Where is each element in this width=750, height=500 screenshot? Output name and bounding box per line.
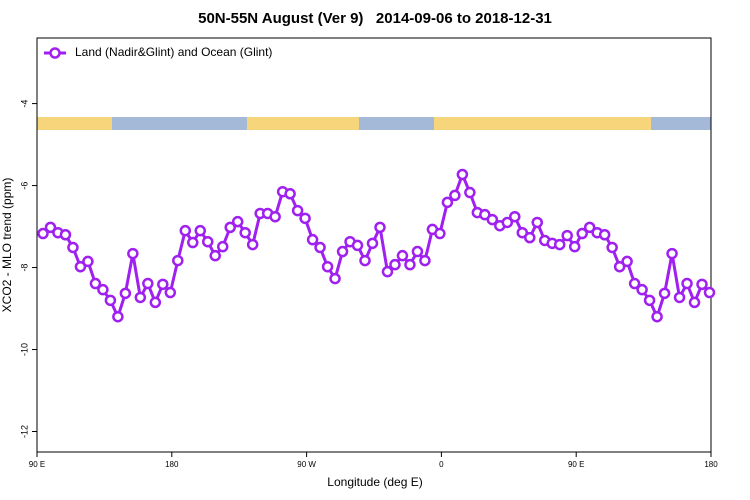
land-ocean-strip xyxy=(37,117,711,130)
chart-title: 50N-55N August (Ver 9) 2014-09-06 to 201… xyxy=(198,10,552,27)
data-point xyxy=(329,272,341,285)
data-point xyxy=(246,238,259,251)
data-point xyxy=(531,216,544,229)
data-point xyxy=(449,189,461,202)
data-point xyxy=(269,210,281,223)
data-point xyxy=(643,294,656,307)
data-point xyxy=(486,213,499,226)
data-point xyxy=(67,241,79,254)
data-point xyxy=(553,238,566,251)
data-point xyxy=(419,254,431,267)
x-tick-label: 0 xyxy=(439,460,444,469)
legend-label: Land (Nadir&Glint) and Ocean (Glint) xyxy=(75,45,272,59)
data-point xyxy=(149,296,162,309)
data-point xyxy=(524,231,536,244)
data-point xyxy=(306,233,319,246)
data-point xyxy=(119,287,132,300)
data-point xyxy=(82,255,94,268)
data-point xyxy=(127,247,139,260)
plot-frame xyxy=(36,37,712,453)
data-point xyxy=(606,241,618,254)
x-tick-label: 90 E xyxy=(29,460,45,469)
y-tick-label: -10 xyxy=(19,343,29,356)
data-point xyxy=(411,245,424,258)
data-point xyxy=(336,245,349,258)
data-point xyxy=(157,278,169,291)
data-point xyxy=(112,310,124,323)
data-point xyxy=(239,226,251,239)
data-point xyxy=(613,260,626,273)
data-point xyxy=(576,227,588,240)
data-point xyxy=(666,247,678,260)
data-point xyxy=(89,277,102,290)
data-point xyxy=(351,239,364,252)
x-tick-label: 180 xyxy=(704,460,718,469)
data-point xyxy=(636,283,648,296)
data-point xyxy=(696,278,708,291)
y-tick-label: -4 xyxy=(19,100,29,108)
data-point xyxy=(621,255,633,268)
x-tick-label: 90 E xyxy=(568,460,584,469)
data-point xyxy=(598,229,611,241)
data-point xyxy=(231,215,244,228)
data-point xyxy=(179,224,192,237)
data-point xyxy=(561,229,573,242)
y-tick-label: -8 xyxy=(19,264,29,272)
data-point xyxy=(464,186,476,199)
data-point xyxy=(456,168,469,181)
data-point xyxy=(216,240,229,253)
data-point xyxy=(501,216,514,229)
data-point xyxy=(381,265,394,278)
data-point xyxy=(509,210,521,223)
data-point xyxy=(134,291,147,304)
data-point xyxy=(142,277,154,290)
data-point xyxy=(97,283,109,296)
data-point xyxy=(201,235,214,248)
data-point xyxy=(187,236,199,249)
data-point xyxy=(628,277,641,290)
x-tick-label: 90 W xyxy=(297,460,316,469)
data-point xyxy=(688,296,701,309)
data-point xyxy=(291,204,304,217)
data-point xyxy=(359,254,371,267)
data-point xyxy=(681,277,693,290)
data-point xyxy=(374,221,386,234)
data-point xyxy=(194,224,207,237)
data-point xyxy=(104,294,117,307)
y-tick-label: -6 xyxy=(19,182,29,190)
data-point xyxy=(516,226,529,239)
y-axis-label: XCO2 - MLO trend (ppm) xyxy=(0,178,14,313)
data-point xyxy=(164,286,177,299)
data-point xyxy=(479,208,491,221)
data-point xyxy=(366,237,379,250)
data-point xyxy=(44,221,57,234)
data-point xyxy=(658,287,671,300)
legend: Land (Nadir&Glint) and Ocean (Glint) xyxy=(44,45,272,59)
data-point xyxy=(321,260,334,273)
y-tick-label: -12 xyxy=(19,425,29,438)
x-axis-label: Longitude (deg E) xyxy=(327,475,422,489)
x-tick-label: 180 xyxy=(165,460,179,469)
data-point xyxy=(314,241,326,254)
data-point xyxy=(37,227,49,240)
data-point xyxy=(224,221,236,234)
data-point xyxy=(172,254,184,267)
data-point xyxy=(59,229,72,241)
data-point xyxy=(396,249,409,262)
data-point xyxy=(209,249,221,262)
data-point xyxy=(404,258,416,271)
data-point xyxy=(299,212,311,225)
data-point xyxy=(568,240,581,253)
data-point xyxy=(434,227,446,240)
data-point xyxy=(284,188,296,200)
data-point xyxy=(389,258,401,271)
data-point xyxy=(441,196,454,209)
data-point xyxy=(673,291,686,304)
data-point xyxy=(703,286,716,299)
data-point xyxy=(74,260,87,273)
data-point xyxy=(651,310,663,323)
legend-marker xyxy=(49,47,61,59)
data-point xyxy=(583,221,596,234)
